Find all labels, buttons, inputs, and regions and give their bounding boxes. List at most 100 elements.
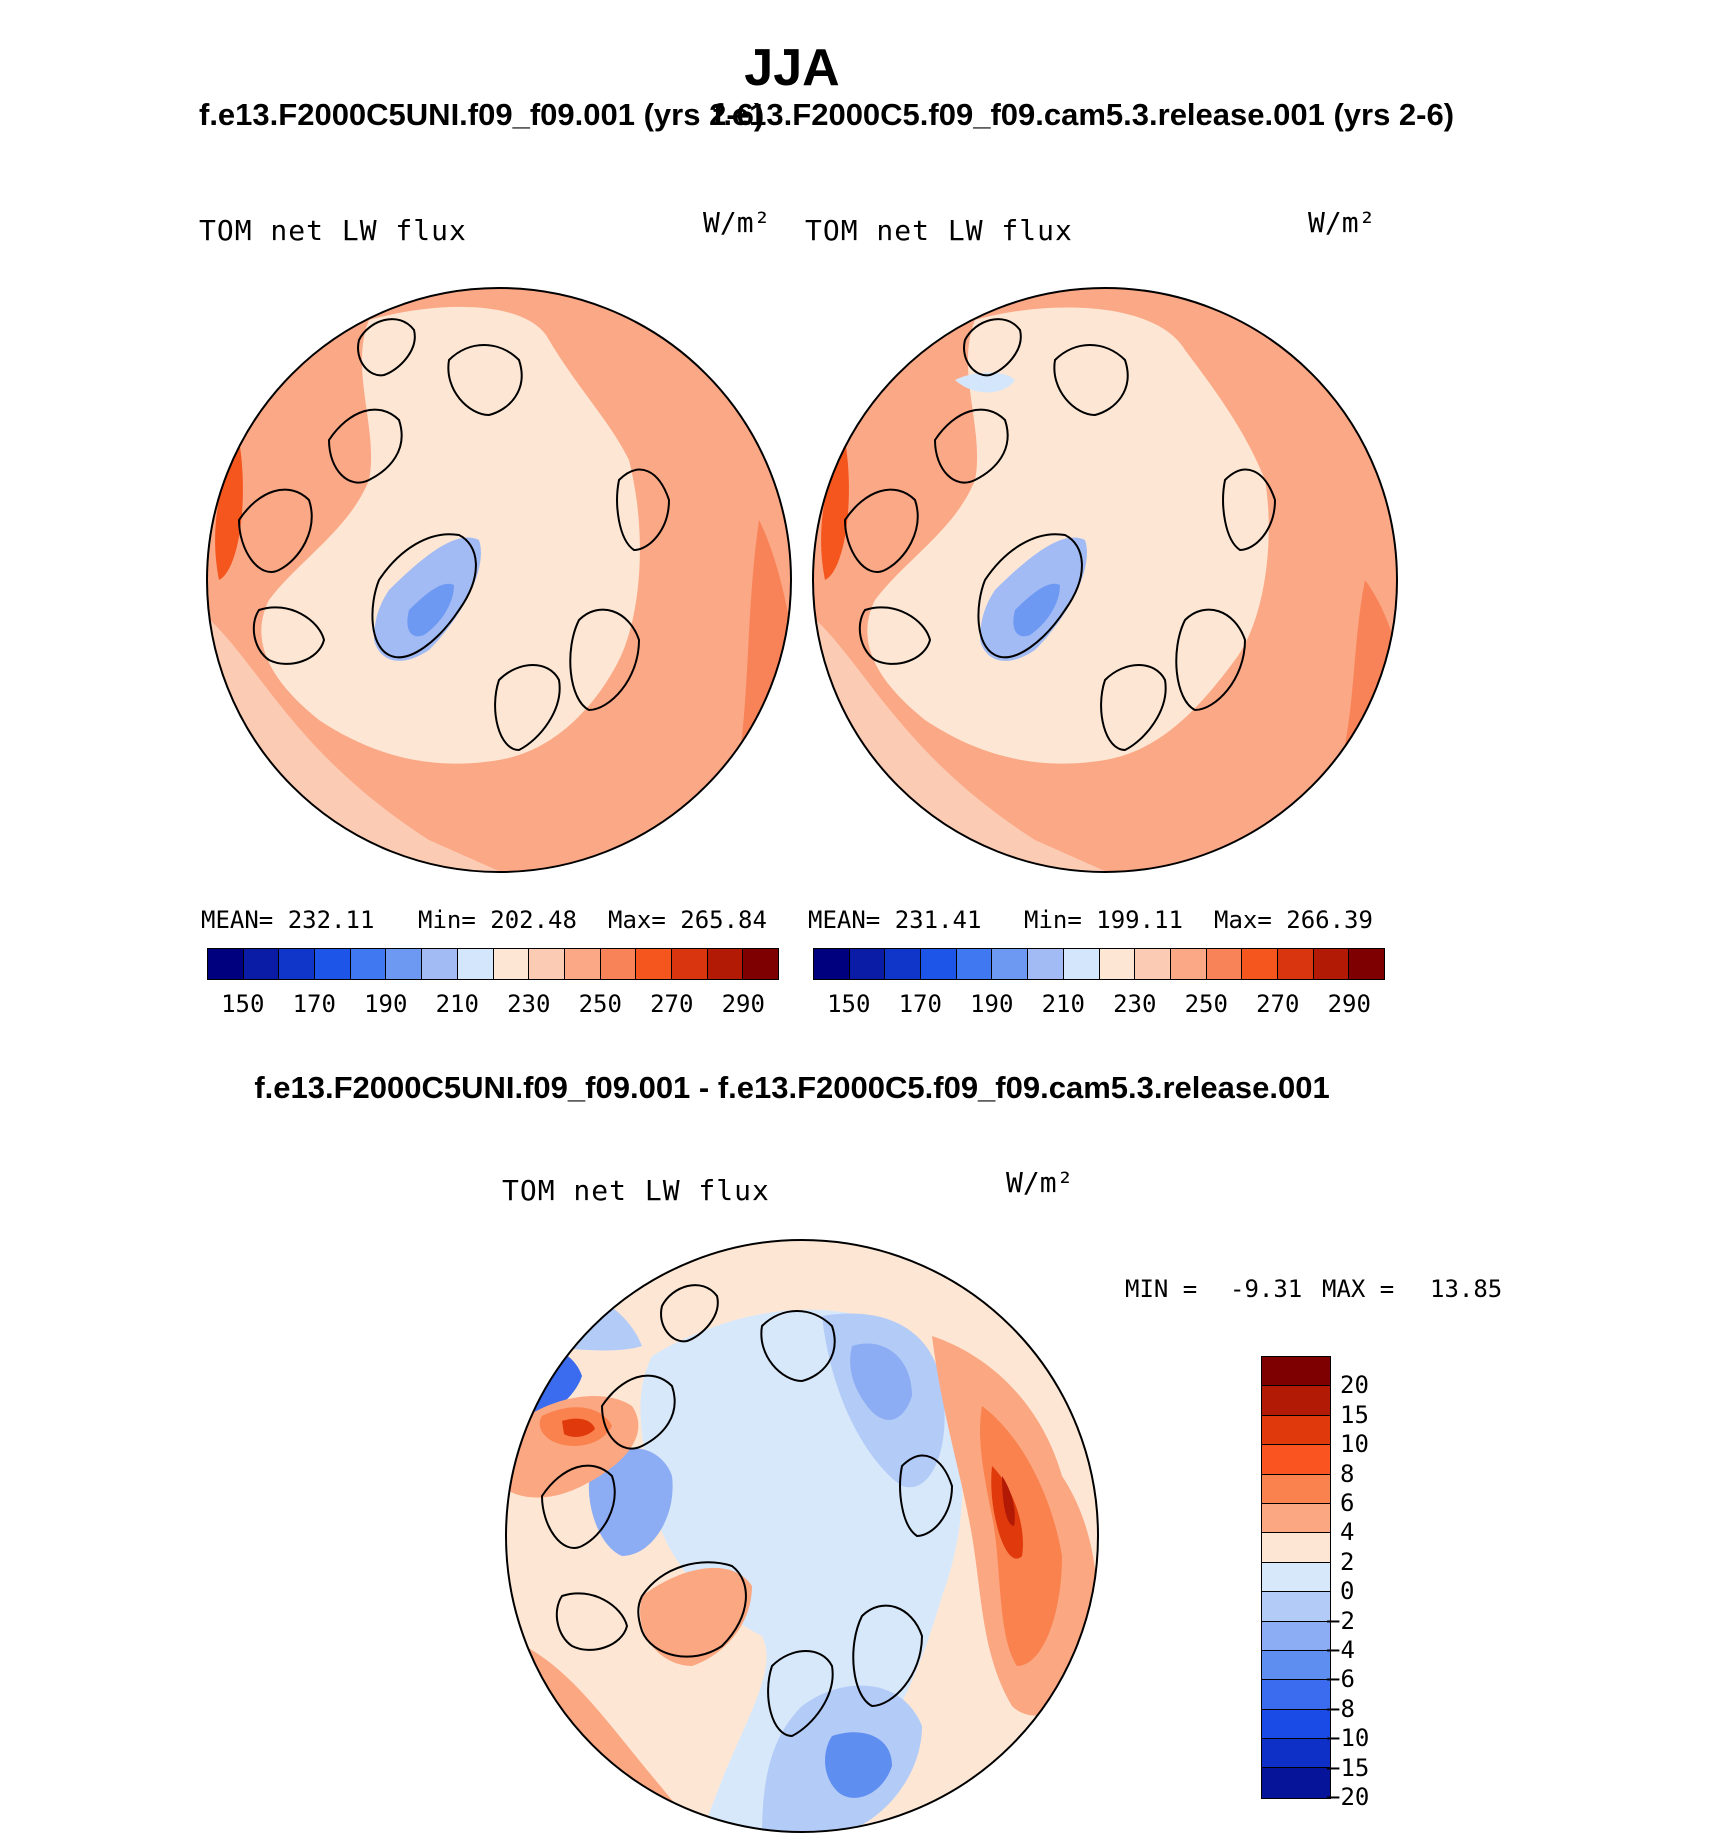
- case2-min: Min= 199.11: [1024, 906, 1183, 934]
- colorbar-swatch: [921, 949, 957, 979]
- colorbar-swatch: [600, 949, 637, 979]
- colorbar-swatch: [1313, 949, 1350, 979]
- colorbar-swatch: [1262, 1562, 1330, 1593]
- colorbar-swatch: [1262, 1386, 1330, 1416]
- colorbar-tick-label: 290: [721, 990, 765, 1018]
- colorbar-tick-label: 230: [1113, 990, 1157, 1018]
- colorbar-swatch: [564, 949, 601, 979]
- colorbar-swatch: [350, 949, 387, 979]
- colorbar-swatch: [1262, 1474, 1330, 1504]
- colorbar-swatch: [315, 949, 351, 979]
- colorbar-tick-label: 270: [650, 990, 694, 1018]
- colorbar-swatch: [208, 949, 244, 979]
- colorbar-label: −15: [1326, 1753, 1370, 1782]
- colorbar-swatch: [1242, 949, 1278, 979]
- colorbar-tick-label: 250: [1184, 990, 1228, 1018]
- colorbar-swatch: [707, 949, 744, 979]
- colorbar-tick-label: 210: [1041, 990, 1085, 1018]
- colorbar-swatch: [1262, 1768, 1330, 1798]
- diff-units-label: W/m²: [1006, 1166, 1074, 1199]
- colorbar-tick-label: 250: [578, 990, 622, 1018]
- diff-min-label: MIN =: [1125, 1275, 1198, 1303]
- colorbar-tick-label: 150: [221, 990, 265, 1018]
- colorbar-swatch: [422, 949, 458, 979]
- case1-max: Max= 265.84: [608, 906, 767, 934]
- colorbar-swatch: [1262, 1357, 1330, 1387]
- colorbar-label: 8: [1340, 1459, 1355, 1488]
- colorbar-swatch: [1262, 1650, 1330, 1681]
- case2-colorbar: [813, 948, 1385, 980]
- colorbar-swatch: [493, 949, 530, 979]
- colorbar-label: 6: [1340, 1489, 1355, 1517]
- colorbar-swatch: [1262, 1680, 1330, 1710]
- diff-min-value: -9.31: [1230, 1275, 1303, 1303]
- colorbar-swatch: [1262, 1533, 1330, 1563]
- colorbar-swatch: [1262, 1621, 1330, 1651]
- colorbar-tick-label: 190: [364, 990, 408, 1018]
- case1-title: f.e13.F2000C5UNI.f09_f09.001 (yrs 2-6): [199, 97, 765, 132]
- colorbar-label: −6: [1326, 1665, 1355, 1694]
- colorbar-label: 4: [1340, 1518, 1355, 1547]
- colorbar-swatch: [1262, 1445, 1330, 1475]
- colorbar-label: 10: [1340, 1430, 1369, 1459]
- case2-mean: MEAN= 231.41: [808, 906, 982, 934]
- colorbar-swatch: [1063, 949, 1100, 979]
- colorbar-swatch: [1135, 949, 1171, 979]
- colorbar-label: −2: [1326, 1606, 1355, 1635]
- colorbar-swatch: [279, 949, 316, 979]
- colorbar-swatch: [885, 949, 922, 979]
- colorbar-tick-label: 290: [1327, 990, 1371, 1018]
- diff-field-label: TOM net LW flux: [502, 1174, 770, 1207]
- colorbar-tick-label: 170: [292, 990, 336, 1018]
- diff-polar-map: [505, 1239, 1099, 1833]
- case2-polar-map: [812, 287, 1398, 873]
- case1-min: Min= 202.48: [418, 906, 577, 934]
- colorbar-swatch: [1262, 1592, 1330, 1622]
- colorbar-tick-label: 150: [827, 990, 871, 1018]
- case1-field-label: TOM net LW flux: [199, 214, 467, 247]
- colorbar-swatch: [1170, 949, 1207, 979]
- colorbar-label: −4: [1326, 1636, 1355, 1664]
- colorbar-label: −8: [1326, 1694, 1355, 1723]
- colorbar-swatch: [1206, 949, 1243, 979]
- colorbar-swatch: [671, 949, 708, 979]
- colorbar-label: 15: [1340, 1400, 1369, 1429]
- colorbar-swatch: [1099, 949, 1136, 979]
- colorbar-swatch: [1262, 1415, 1330, 1446]
- case1-colorbar: [207, 948, 779, 980]
- diff-max-label: MAX =: [1322, 1275, 1395, 1303]
- colorbar-swatch: [956, 949, 993, 979]
- colorbar-tick-label: 170: [898, 990, 942, 1018]
- colorbar-swatch: [1262, 1709, 1330, 1740]
- colorbar-swatch: [1277, 949, 1314, 979]
- colorbar-label: −20: [1326, 1783, 1370, 1811]
- colorbar-tick-label: 230: [507, 990, 551, 1018]
- colorbar-swatch: [636, 949, 672, 979]
- colorbar-swatch: [1262, 1739, 1330, 1769]
- colorbar-swatch: [1028, 949, 1064, 979]
- colorbar-swatch: [1262, 1503, 1330, 1534]
- colorbar-tick-label: 270: [1256, 990, 1300, 1018]
- diff-colorbar: [1261, 1356, 1331, 1799]
- colorbar-swatch: [386, 949, 423, 979]
- colorbar-swatch: [743, 949, 778, 979]
- case1-polar-map: [206, 287, 792, 873]
- main-title: JJA: [744, 39, 840, 97]
- colorbar-swatch: [529, 949, 565, 979]
- case2-title: f.e13.F2000C5.f09_f09.cam5.3.release.001…: [713, 97, 1455, 132]
- diff-title: f.e13.F2000C5UNI.f09_f09.001 - f.e13.F20…: [254, 1070, 1330, 1105]
- case1-units-label: W/m²: [703, 206, 771, 239]
- colorbar-label: 2: [1340, 1547, 1355, 1576]
- colorbar-label: −10: [1326, 1724, 1370, 1753]
- case2-max: Max= 266.39: [1214, 906, 1373, 934]
- colorbar-label: 20: [1340, 1371, 1369, 1400]
- colorbar-swatch: [992, 949, 1029, 979]
- case1-mean: MEAN= 232.11: [201, 906, 375, 934]
- colorbar-swatch: [243, 949, 280, 979]
- colorbar-label: 0: [1340, 1577, 1355, 1606]
- colorbar-tick-label: 210: [435, 990, 479, 1018]
- colorbar-swatch: [1349, 949, 1384, 979]
- case2-field-label: TOM net LW flux: [805, 214, 1073, 247]
- case2-units-label: W/m²: [1308, 206, 1376, 239]
- colorbar-tick-label: 190: [970, 990, 1014, 1018]
